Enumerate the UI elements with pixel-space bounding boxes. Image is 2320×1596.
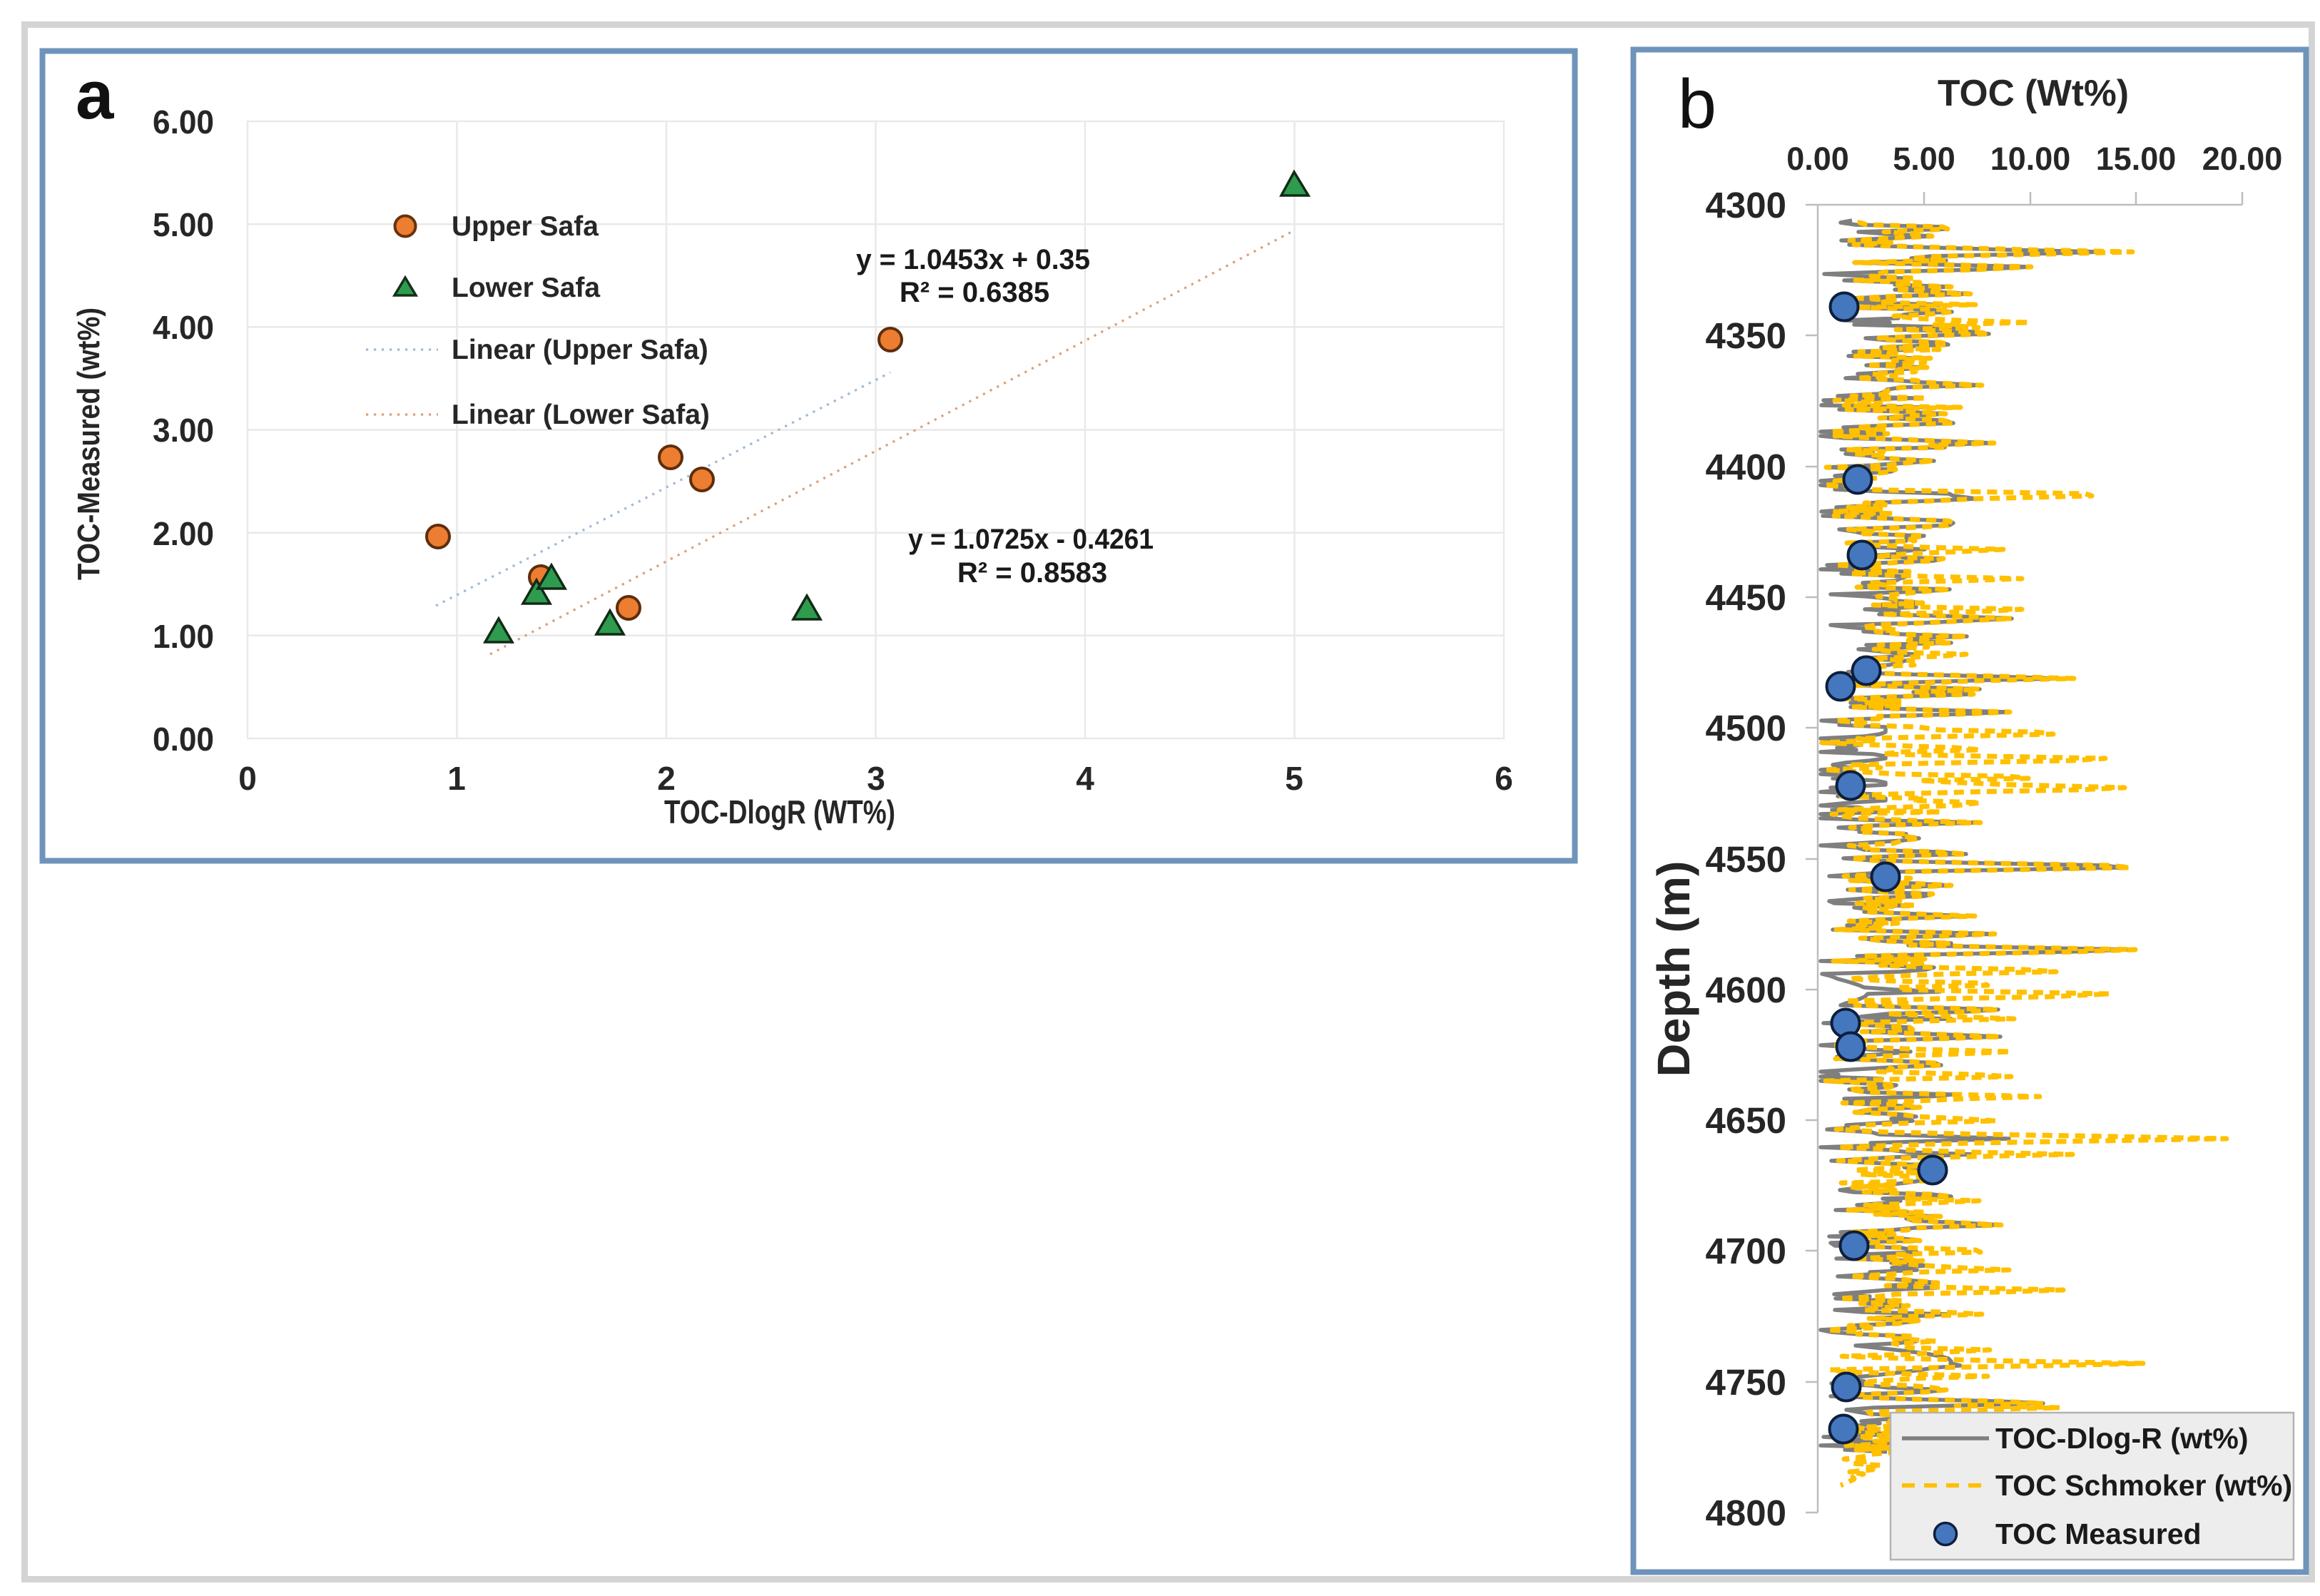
svg-text:5.00: 5.00 xyxy=(1893,141,1955,177)
svg-text:y = 1.0725x - 0.4261: y = 1.0725x - 0.4261 xyxy=(908,524,1154,555)
svg-text:4600: 4600 xyxy=(1706,970,1786,1010)
svg-text:y = 1.0453x + 0.35: y = 1.0453x + 0.35 xyxy=(856,244,1090,275)
svg-text:TOC Measured: TOC Measured xyxy=(1995,1518,2202,1550)
svg-text:6.00: 6.00 xyxy=(153,103,214,141)
svg-text:b: b xyxy=(1678,65,1716,143)
svg-text:4800: 4800 xyxy=(1706,1493,1786,1533)
svg-text:R² = 0.8583: R² = 0.8583 xyxy=(957,557,1107,589)
svg-text:0.00: 0.00 xyxy=(1786,141,1849,177)
svg-text:Upper Safa: Upper Safa xyxy=(452,211,599,242)
svg-text:R² = 0.6385: R² = 0.6385 xyxy=(900,277,1049,308)
svg-text:10.00: 10.00 xyxy=(1990,141,2071,177)
svg-text:1.00: 1.00 xyxy=(153,618,214,655)
svg-text:3.00: 3.00 xyxy=(153,412,214,449)
svg-text:4: 4 xyxy=(1076,760,1094,797)
svg-text:6: 6 xyxy=(1495,760,1513,797)
svg-text:TOC Schmoker (wt%): TOC Schmoker (wt%) xyxy=(1995,1469,2292,1502)
svg-text:4.00: 4.00 xyxy=(153,309,214,346)
svg-text:4450: 4450 xyxy=(1706,577,1786,618)
svg-text:4650: 4650 xyxy=(1706,1100,1786,1141)
svg-text:4300: 4300 xyxy=(1706,185,1786,225)
svg-text:4750: 4750 xyxy=(1706,1362,1786,1403)
svg-text:2.00: 2.00 xyxy=(153,515,214,552)
svg-text:TOC-DlogR (WT%): TOC-DlogR (WT%) xyxy=(664,793,895,830)
svg-text:20.00: 20.00 xyxy=(2202,141,2283,177)
svg-text:a: a xyxy=(76,57,114,133)
svg-text:15.00: 15.00 xyxy=(2096,141,2177,177)
svg-text:4350: 4350 xyxy=(1706,315,1786,356)
svg-text:Depth (m): Depth (m) xyxy=(1648,861,1699,1077)
svg-text:1: 1 xyxy=(447,760,466,797)
svg-text:0.00: 0.00 xyxy=(153,721,214,758)
svg-text:5.00: 5.00 xyxy=(153,206,214,243)
svg-text:TOC-Dlog-R (wt%): TOC-Dlog-R (wt%) xyxy=(1995,1422,2249,1455)
svg-text:2: 2 xyxy=(657,760,676,797)
svg-text:4700: 4700 xyxy=(1706,1231,1786,1271)
svg-text:4500: 4500 xyxy=(1706,708,1786,748)
svg-text:Linear (Lower Safa): Linear (Lower Safa) xyxy=(452,400,710,430)
svg-text:Linear (Upper Safa): Linear (Upper Safa) xyxy=(452,335,708,365)
svg-text:TOC-Measured (wt%): TOC-Measured (wt%) xyxy=(71,307,106,580)
svg-text:5: 5 xyxy=(1285,760,1303,797)
svg-text:0: 0 xyxy=(238,760,257,797)
svg-text:4400: 4400 xyxy=(1706,447,1786,487)
svg-text:TOC (Wt%): TOC (Wt%) xyxy=(1938,73,2129,114)
svg-text:3: 3 xyxy=(867,760,885,797)
svg-text:Lower Safa: Lower Safa xyxy=(452,273,600,303)
svg-text:4550: 4550 xyxy=(1706,839,1786,880)
